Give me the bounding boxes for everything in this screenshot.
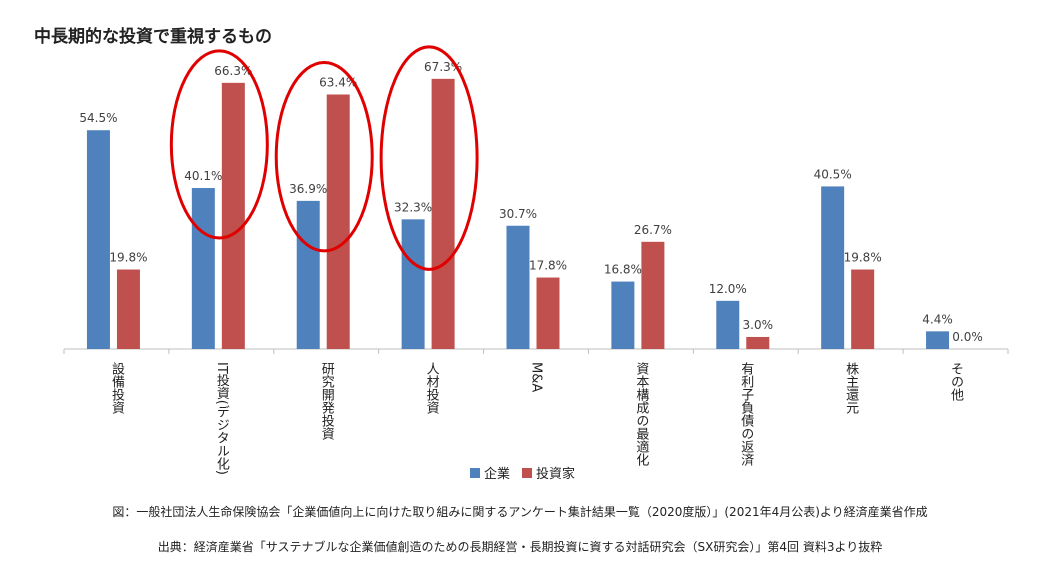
source-note-origin: 出典：経済産業省「サステナブルな企業価値創造のための長期経営・長期投資に資する対… bbox=[157, 540, 883, 554]
bar-investor bbox=[641, 241, 665, 349]
highlight-ellipse bbox=[169, 49, 269, 240]
data-label: 30.7% bbox=[499, 207, 537, 221]
data-label: 32.3% bbox=[394, 200, 432, 214]
data-label: 12.0% bbox=[709, 282, 747, 296]
category-label: 研究開発投資 bbox=[319, 362, 335, 440]
data-label: 36.9% bbox=[289, 182, 327, 196]
legend-label-investor: 投資家 bbox=[536, 467, 576, 482]
category-label: 株主還元 bbox=[843, 362, 859, 415]
bar-investor bbox=[746, 336, 770, 349]
data-label: 4.4% bbox=[922, 312, 953, 326]
legend: 企業 投資家 bbox=[470, 463, 587, 482]
bar-company bbox=[506, 225, 530, 349]
source-note-figure: 図：一般社団法人生命保険協会「企業価値向上に向けた取り組みに関するアンケート集計… bbox=[112, 505, 928, 519]
category-label: IT投資(デジタル化) bbox=[214, 362, 230, 475]
data-label: 63.4% bbox=[319, 75, 357, 89]
bar-company bbox=[401, 219, 425, 349]
bar-company bbox=[926, 331, 950, 349]
legend-item-company: 企業 bbox=[470, 463, 510, 482]
bar-investor bbox=[326, 94, 350, 349]
bar-company bbox=[296, 200, 320, 349]
data-label: 0.0% bbox=[952, 330, 983, 344]
legend-swatch-investor bbox=[522, 467, 533, 478]
data-label: 40.5% bbox=[814, 167, 852, 181]
highlight-ellipse bbox=[274, 60, 374, 253]
category-label: 資本構成の最適化 bbox=[633, 362, 649, 467]
bar-investor bbox=[431, 78, 455, 350]
bar-investor bbox=[116, 269, 140, 349]
category-label: 有利子負債の返済 bbox=[738, 362, 754, 466]
bar-investor bbox=[851, 269, 875, 349]
data-label: 17.8% bbox=[529, 259, 567, 273]
bar-company bbox=[86, 130, 110, 349]
data-label: 3.0% bbox=[743, 318, 774, 332]
category-label: その他 bbox=[948, 362, 964, 402]
data-label: 40.1% bbox=[184, 169, 222, 183]
bar-investor bbox=[221, 82, 245, 350]
data-label: 16.8% bbox=[604, 263, 642, 277]
category-label: 設備投資 bbox=[109, 361, 125, 414]
bar-investor bbox=[536, 277, 560, 349]
bar-company bbox=[191, 188, 215, 349]
legend-swatch-company bbox=[470, 467, 480, 478]
chart-title: 中長期的な投資で重視するもの bbox=[34, 27, 272, 47]
bar-company bbox=[821, 186, 845, 349]
data-label: 54.5% bbox=[79, 111, 117, 125]
highlight-ellipse bbox=[379, 45, 479, 271]
data-label: 26.7% bbox=[634, 223, 672, 237]
category-label: 人材投資 bbox=[424, 362, 440, 414]
data-label: 19.8% bbox=[109, 251, 147, 265]
bar-company bbox=[611, 281, 635, 349]
bar-company bbox=[716, 300, 740, 349]
category-label: M&A bbox=[529, 362, 544, 392]
legend-label-company: 企業 bbox=[484, 467, 511, 482]
legend-item-investor: 投資家 bbox=[522, 463, 575, 482]
data-label: 19.8% bbox=[844, 251, 882, 265]
data-label: 66.3% bbox=[214, 64, 252, 78]
